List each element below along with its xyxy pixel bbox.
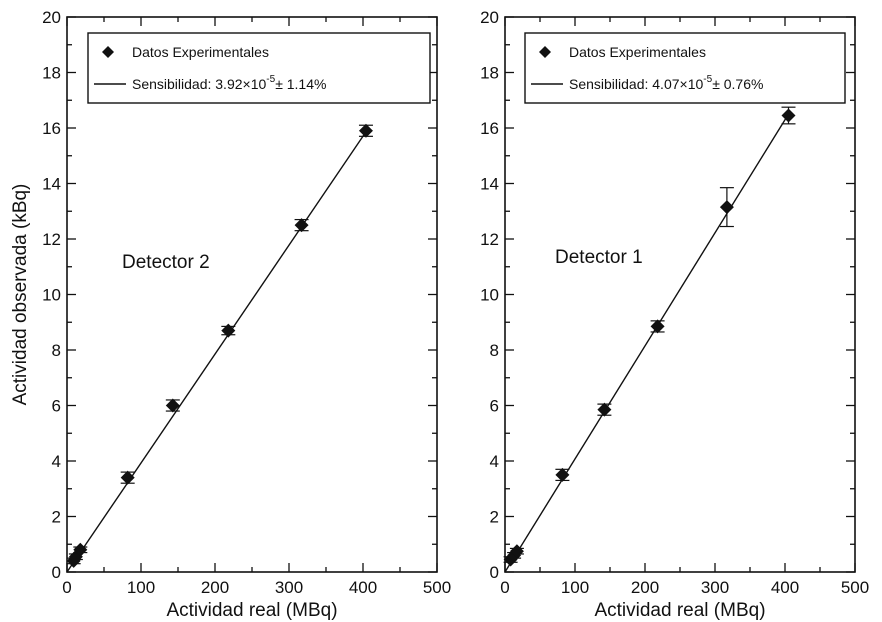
x-tick-label: 400 bbox=[771, 578, 799, 597]
y-tick-label: 0 bbox=[490, 563, 499, 582]
x-tick-label: 400 bbox=[349, 578, 377, 597]
y-tick-label: 10 bbox=[480, 286, 499, 305]
data-point bbox=[650, 319, 665, 334]
legend-marker-points bbox=[539, 46, 551, 58]
data-point bbox=[294, 218, 309, 233]
x-tick-label: 0 bbox=[500, 578, 509, 597]
y-tick-label: 2 bbox=[52, 508, 61, 527]
legend-box bbox=[524, 32, 846, 104]
data-point bbox=[358, 123, 373, 138]
y-tick-label: 20 bbox=[480, 8, 499, 27]
x-tick-label: 200 bbox=[201, 578, 229, 597]
data-point bbox=[719, 200, 734, 215]
x-tick-label: 100 bbox=[127, 578, 155, 597]
y-tick-label: 4 bbox=[490, 452, 499, 471]
x-axis-label: Actividad real (MBq) bbox=[594, 600, 765, 621]
y-tick-label: 8 bbox=[490, 341, 499, 360]
y-tick-label: 6 bbox=[52, 397, 61, 416]
detector-annotation: Detector 2 bbox=[122, 252, 210, 273]
y-tick-label: 14 bbox=[42, 175, 61, 194]
x-tick-label: 0 bbox=[62, 578, 71, 597]
data-point bbox=[509, 544, 524, 559]
legend-label-fit: Sensibilidad: 4.07×10-5± 0.76% bbox=[569, 74, 763, 92]
y-tick-label: 0 bbox=[52, 563, 61, 582]
data-point bbox=[73, 542, 88, 557]
detector-annotation: Detector 1 bbox=[555, 247, 643, 268]
x-axis-label: Actividad real (MBq) bbox=[166, 600, 337, 621]
x-tick-label: 500 bbox=[841, 578, 869, 597]
legend-label-fit: Sensibilidad: 3.92×10-5± 1.14% bbox=[132, 74, 326, 92]
y-tick-label: 18 bbox=[42, 64, 61, 83]
x-tick-label: 100 bbox=[561, 578, 589, 597]
legend-label-points: Datos Experimentales bbox=[132, 44, 269, 60]
data-point bbox=[221, 323, 236, 338]
y-axis-label: Actividad observada (kBq) bbox=[10, 184, 31, 406]
y-tick-label: 12 bbox=[42, 230, 61, 249]
x-tick-label: 300 bbox=[701, 578, 729, 597]
data-point bbox=[781, 108, 796, 123]
fit-line bbox=[504, 113, 790, 573]
y-tick-label: 2 bbox=[490, 508, 499, 527]
legend-box bbox=[87, 32, 431, 104]
y-tick-label: 4 bbox=[52, 452, 61, 471]
data-point bbox=[165, 398, 180, 413]
data-point bbox=[120, 470, 135, 485]
y-tick-label: 18 bbox=[480, 64, 499, 83]
y-tick-label: 10 bbox=[42, 286, 61, 305]
y-tick-label: 6 bbox=[490, 397, 499, 416]
x-tick-label: 500 bbox=[423, 578, 451, 597]
y-tick-label: 16 bbox=[42, 119, 61, 138]
data-point bbox=[597, 402, 612, 417]
fit-line bbox=[66, 130, 368, 573]
legend-label-points: Datos Experimentales bbox=[569, 44, 706, 60]
panel-detector-1: 0 100 200 300 400 500 0 2 4 6 8 10 12 14 16 18 20 Activid… bbox=[480, 8, 869, 621]
y-tick-label: 20 bbox=[42, 8, 61, 27]
x-tick-label: 300 bbox=[275, 578, 303, 597]
panel-detector-2: 0 100 200 300 400 500 0 2 4 6 8 10 12 14 16 18 20 Activid… bbox=[10, 8, 451, 621]
legend-marker-points bbox=[102, 46, 114, 58]
y-tick-label: 8 bbox=[52, 341, 61, 360]
y-tick-label: 12 bbox=[480, 230, 499, 249]
data-point bbox=[555, 467, 570, 482]
y-tick-label: 16 bbox=[480, 119, 499, 138]
x-tick-label: 200 bbox=[631, 578, 659, 597]
y-tick-label: 14 bbox=[480, 175, 499, 194]
